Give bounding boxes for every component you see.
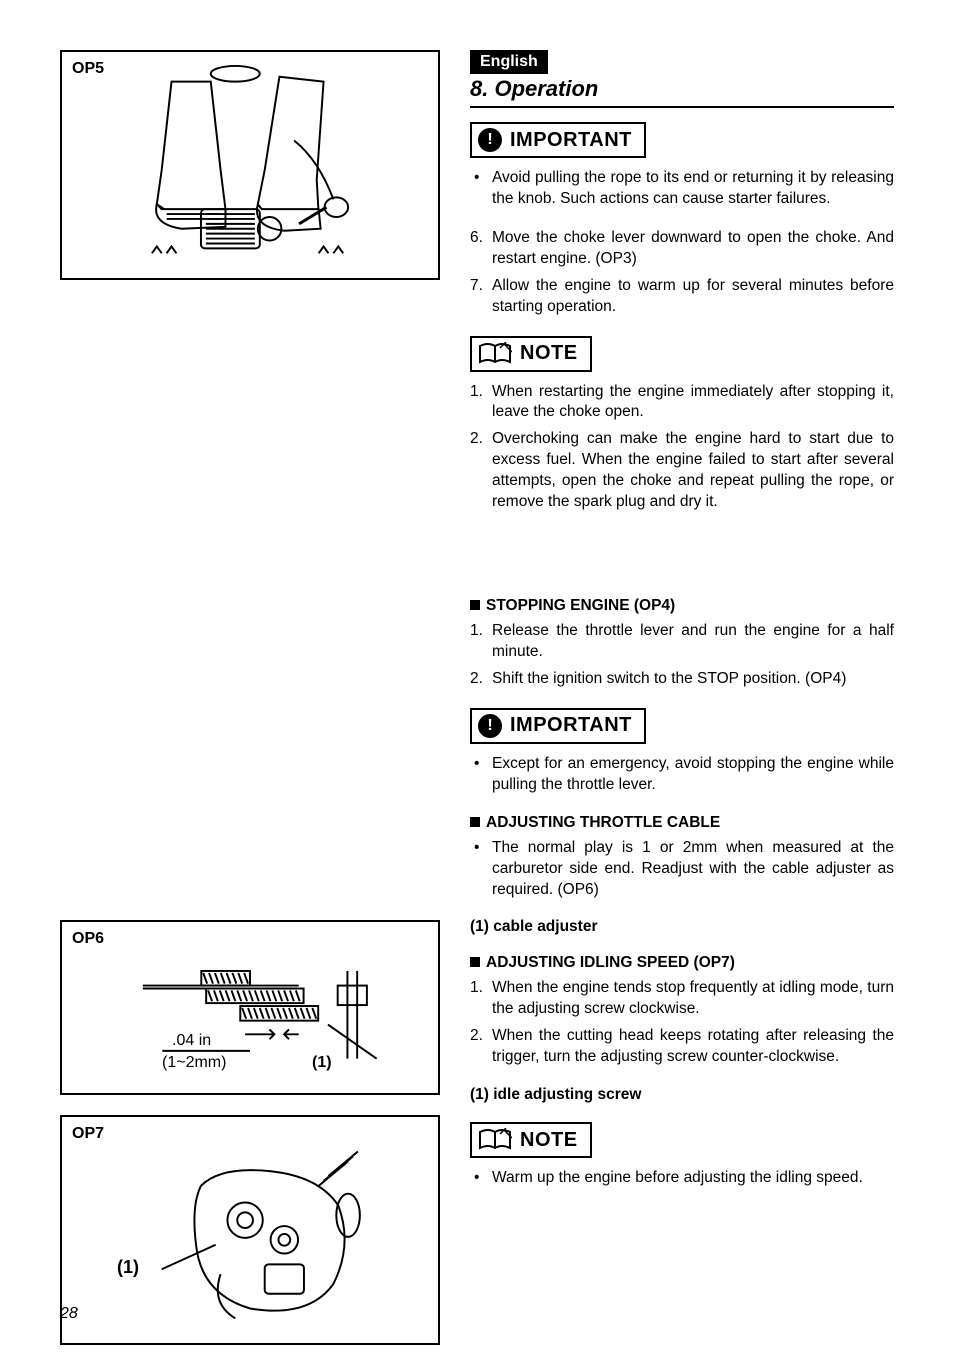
- op6-measurement-mm: (1~2mm): [162, 1054, 226, 1072]
- op7-marker: (1): [117, 1257, 139, 1278]
- language-badge: English: [470, 50, 548, 74]
- figure-op7: OP7 (1): [60, 1115, 440, 1345]
- note-callout-2: NOTE: [470, 1122, 592, 1158]
- idling-list: 1.When the engine tends stop frequently …: [470, 978, 894, 1068]
- note-callout-1: NOTE: [470, 336, 592, 372]
- figure-op5: OP5: [60, 50, 440, 280]
- important-label-2: IMPORTANT: [510, 714, 632, 737]
- important1-list: Avoid pulling the rope to its end or ret…: [470, 168, 894, 210]
- stopping-engine-heading: STOPPING ENGINE (OP4): [470, 597, 894, 615]
- note-label-2: NOTE: [520, 1129, 578, 1152]
- book-icon: [478, 1128, 512, 1152]
- important2-item: Except for an emergency, avoid stopping …: [470, 754, 894, 796]
- important2-list: Except for an emergency, avoid stopping …: [470, 754, 894, 796]
- book-icon: [478, 342, 512, 366]
- idling-item-1: 1.When the engine tends stop frequently …: [470, 978, 894, 1020]
- exclamation-icon: !: [478, 714, 502, 738]
- idling-item-2: 2.When the cutting head keeps rotating a…: [470, 1026, 894, 1068]
- note1-item-2: 2.Overchoking can make the engine hard t…: [470, 429, 894, 513]
- throttle-part-label: (1) cable adjuster: [470, 918, 894, 936]
- important-callout-2: ! IMPORTANT: [470, 708, 646, 744]
- throttle-item: The normal play is 1 or 2mm when measure…: [470, 838, 894, 901]
- starter-pull-illustration: [72, 62, 428, 268]
- header-block: English 8. Operation: [470, 50, 894, 108]
- note2-item: Warm up the engine before adjusting the …: [470, 1168, 894, 1189]
- op6-measurement-in: .04 in: [172, 1032, 211, 1050]
- throttle-heading: ADJUSTING THROTTLE CABLE: [470, 814, 894, 832]
- step-6: 6.Move the choke lever downward to open …: [470, 228, 894, 270]
- stopping-list: 1.Release the throttle lever and run the…: [470, 621, 894, 690]
- note1-list: 1.When restarting the engine immediately…: [470, 382, 894, 514]
- op6-marker: (1): [312, 1054, 332, 1072]
- figure-label-op6: OP6: [72, 930, 104, 948]
- exclamation-icon: !: [478, 128, 502, 152]
- important-label-1: IMPORTANT: [510, 129, 632, 152]
- idling-heading: ADJUSTING IDLING SPEED (OP7): [470, 954, 894, 972]
- note1-item-1: 1.When restarting the engine immediately…: [470, 382, 894, 424]
- stopping-item-1: 1.Release the throttle lever and run the…: [470, 621, 894, 663]
- idling-part-label: (1) idle adjusting screw: [470, 1086, 894, 1104]
- steps-6-7: 6.Move the choke lever downward to open …: [470, 228, 894, 318]
- section-title: 8. Operation: [470, 76, 894, 108]
- spacer: [470, 531, 894, 591]
- note2-list: Warm up the engine before adjusting the …: [470, 1168, 894, 1189]
- figure-label-op5: OP5: [72, 60, 104, 78]
- page-number: 28: [60, 1305, 78, 1323]
- important1-item: Avoid pulling the rope to its end or ret…: [470, 168, 894, 210]
- page-container: OP5: [60, 50, 894, 1365]
- stopping-item-2: 2.Shift the ignition switch to the STOP …: [470, 669, 894, 690]
- important-callout-1: ! IMPORTANT: [470, 122, 646, 158]
- carburetor-illustration: [72, 1127, 428, 1333]
- cable-adjuster-illustration: [72, 932, 428, 1083]
- throttle-list: The normal play is 1 or 2mm when measure…: [470, 838, 894, 901]
- step-7: 7.Allow the engine to warm up for severa…: [470, 276, 894, 318]
- figure-label-op7: OP7: [72, 1125, 104, 1143]
- note-label-1: NOTE: [520, 342, 578, 365]
- right-column: English 8. Operation ! IMPORTANT Avoid p…: [470, 50, 894, 1365]
- figure-op6: OP6: [60, 920, 440, 1095]
- left-column: OP5: [60, 50, 440, 1365]
